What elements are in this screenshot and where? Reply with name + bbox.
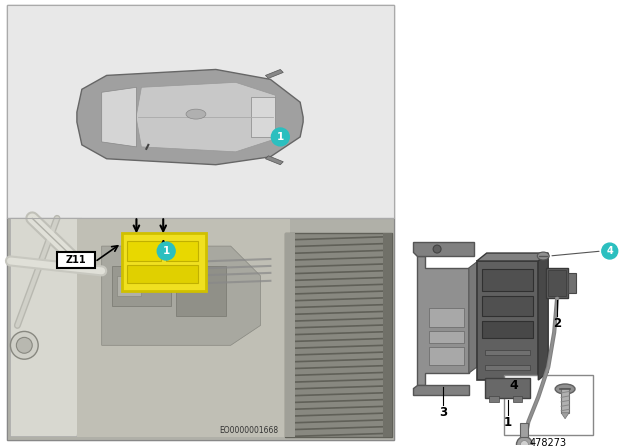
Polygon shape xyxy=(77,69,303,165)
Bar xyxy=(513,396,522,402)
Text: 2: 2 xyxy=(553,317,561,330)
Bar xyxy=(484,365,531,370)
Bar xyxy=(548,270,566,296)
Bar xyxy=(484,350,531,355)
Text: 478273: 478273 xyxy=(530,438,567,448)
Circle shape xyxy=(17,337,32,353)
Circle shape xyxy=(271,128,289,146)
Bar xyxy=(285,233,295,437)
Polygon shape xyxy=(561,413,569,419)
Bar xyxy=(176,266,226,315)
Bar xyxy=(116,276,141,296)
Bar xyxy=(484,378,531,398)
Polygon shape xyxy=(77,218,290,437)
Ellipse shape xyxy=(186,109,206,119)
Polygon shape xyxy=(413,385,469,395)
Bar xyxy=(166,241,198,261)
Bar xyxy=(429,332,464,343)
Bar xyxy=(520,423,529,437)
Circle shape xyxy=(520,440,529,448)
Text: 4: 4 xyxy=(606,246,613,256)
Bar xyxy=(504,375,593,435)
Text: EO0000001668: EO0000001668 xyxy=(219,426,278,435)
Circle shape xyxy=(602,243,618,259)
Polygon shape xyxy=(266,156,284,165)
Bar xyxy=(429,308,464,327)
Text: 3: 3 xyxy=(439,406,447,419)
Polygon shape xyxy=(10,218,102,437)
Circle shape xyxy=(157,242,175,260)
Bar xyxy=(8,218,394,439)
Text: 4: 4 xyxy=(509,379,518,392)
Polygon shape xyxy=(250,97,275,137)
Bar xyxy=(482,269,533,291)
Polygon shape xyxy=(136,82,275,152)
Bar xyxy=(57,252,95,268)
Bar xyxy=(383,233,392,437)
Bar xyxy=(285,233,392,437)
Circle shape xyxy=(10,332,38,359)
Text: 1: 1 xyxy=(163,246,170,256)
Bar xyxy=(482,320,533,338)
Polygon shape xyxy=(538,253,548,380)
Bar xyxy=(8,5,394,439)
Ellipse shape xyxy=(555,384,575,394)
Bar xyxy=(127,265,198,283)
Polygon shape xyxy=(102,87,136,147)
Ellipse shape xyxy=(538,252,549,260)
Bar xyxy=(482,296,533,315)
Bar xyxy=(546,268,568,297)
Text: 1: 1 xyxy=(276,132,284,142)
Circle shape xyxy=(516,437,532,448)
Polygon shape xyxy=(266,69,284,78)
Bar xyxy=(477,261,538,380)
Polygon shape xyxy=(417,256,469,385)
Polygon shape xyxy=(469,262,477,373)
Polygon shape xyxy=(477,253,548,261)
Bar xyxy=(429,347,464,365)
Bar xyxy=(561,388,569,413)
Bar xyxy=(122,233,206,291)
Bar xyxy=(489,396,499,402)
Bar xyxy=(8,5,394,218)
Bar xyxy=(111,266,171,306)
Bar xyxy=(127,241,161,261)
Polygon shape xyxy=(102,246,260,345)
Text: Z11: Z11 xyxy=(65,255,86,265)
Text: 1: 1 xyxy=(504,416,511,429)
Polygon shape xyxy=(568,273,576,293)
Circle shape xyxy=(433,245,441,253)
Polygon shape xyxy=(413,242,474,256)
